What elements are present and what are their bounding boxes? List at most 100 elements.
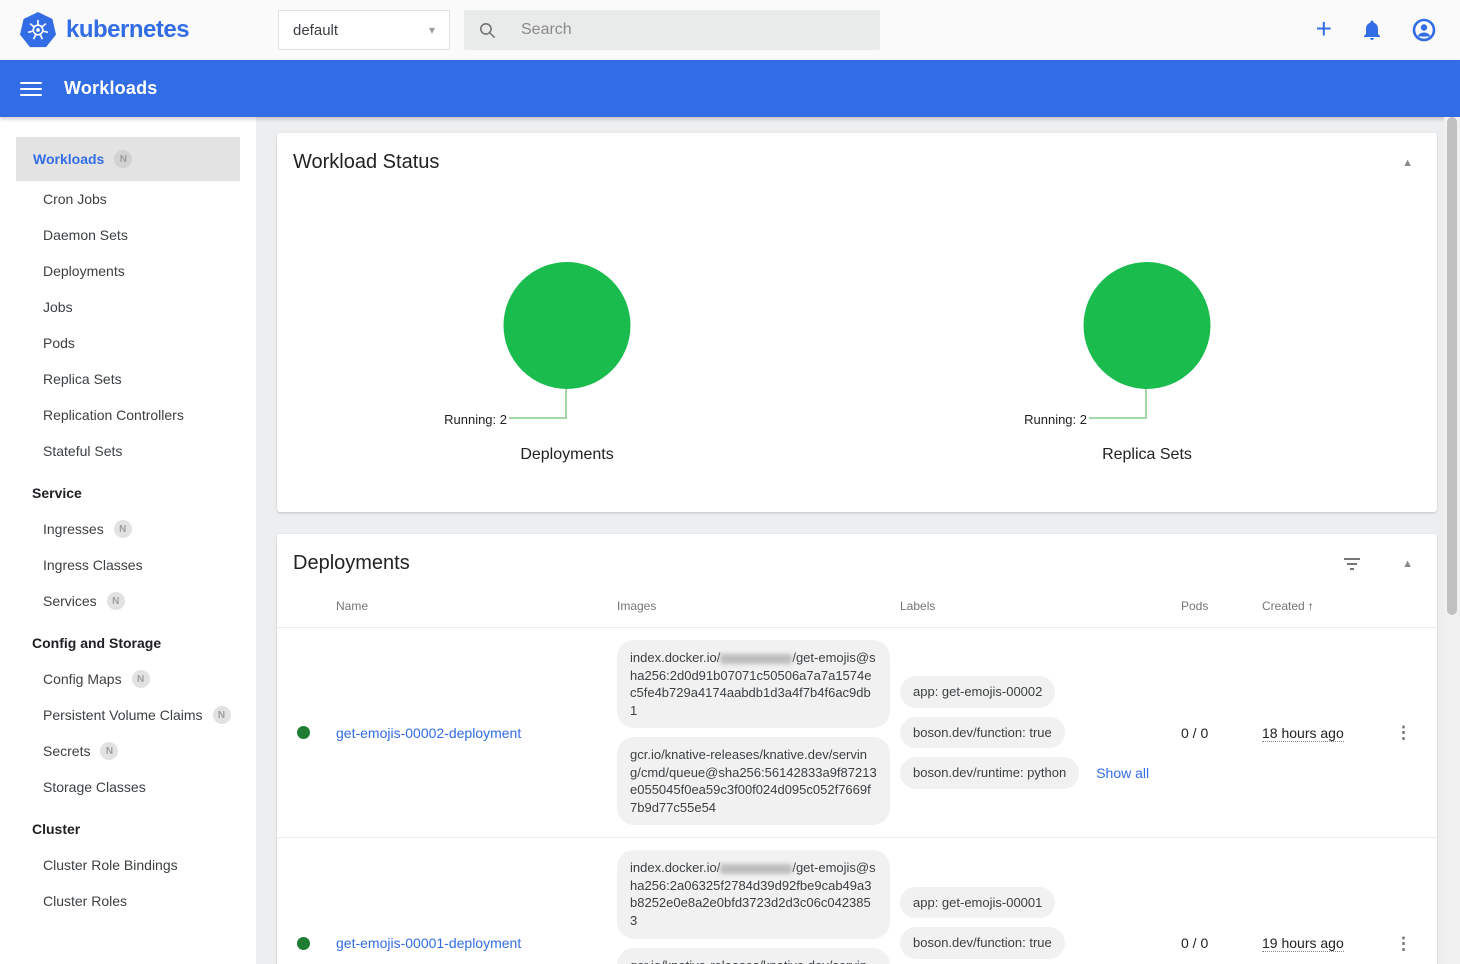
- sidebar-item-ingresses[interactable]: Ingresses N: [0, 511, 256, 547]
- created-cell: 19 hours ago: [1262, 935, 1395, 953]
- page-title: Workloads: [64, 78, 158, 98]
- image-chip: index.docker.io//get-emojis@sha256:2a063…: [617, 850, 890, 939]
- image-chip: gcr.io/knative-releases/knative.dev/serv…: [617, 737, 890, 826]
- sidebar-item-cluster-roles[interactable]: Cluster Roles: [43, 893, 128, 909]
- sidebar-item-deployments[interactable]: Deployments: [43, 263, 125, 279]
- created-value: 18 hours ago: [1262, 724, 1344, 742]
- scrollbar-track[interactable]: [1444, 117, 1460, 964]
- sidebar-section-cluster: Cluster: [32, 821, 81, 837]
- name-cell: get-emojis-00002-deployment: [336, 725, 617, 741]
- redacted-text: [720, 863, 793, 874]
- column-created[interactable]: Created ↑: [1262, 599, 1314, 613]
- kebab-menu-icon[interactable]: ⋮: [1395, 723, 1412, 743]
- created-cell: 18 hours ago: [1262, 724, 1395, 742]
- pods-cell: 0 / 0: [1181, 935, 1209, 952]
- search-box[interactable]: [464, 10, 880, 50]
- deployments-card: Deployments ▲ Name Images Labels Pods Cr…: [277, 534, 1437, 964]
- deployment-name-link[interactable]: get-emojis-00001-deployment: [336, 935, 522, 952]
- name-cell: get-emojis-00001-deployment: [336, 935, 617, 951]
- column-pods: Pods: [1181, 599, 1209, 613]
- collapse-arrow-icon[interactable]: ▲: [1402, 557, 1413, 570]
- pie-running-slice: [503, 262, 631, 389]
- sidebar-item-label: Workloads: [33, 151, 105, 167]
- sidebar-item-pods[interactable]: Pods: [43, 335, 75, 351]
- label-chip: boson.dev/runtime: python: [900, 757, 1080, 789]
- sidebar-item-stateful-sets[interactable]: Stateful Sets: [43, 443, 123, 459]
- new-badge: N: [106, 592, 125, 610]
- status-cell: [277, 936, 336, 950]
- filter-icon[interactable]: [1344, 557, 1361, 570]
- workload-status-charts: Running: 2 Deployments Running: 2 Replic…: [277, 184, 1437, 512]
- sidebar-item-storage-classes[interactable]: Storage Classes: [43, 779, 146, 795]
- sidebar-nav: Workloads N Cron Jobs Daemon Sets Deploy…: [0, 117, 256, 964]
- workload-status-card: Workload Status ▲ Running: 2 Deployments…: [277, 133, 1437, 512]
- pie-label-line: [509, 389, 567, 419]
- table-row: get-emojis-00001-deployment index.docker…: [277, 837, 1437, 964]
- labels-cell: app: get-emojis-00002 boson.dev/function…: [900, 676, 1181, 789]
- kubernetes-brand[interactable]: kubernetes: [20, 12, 256, 48]
- pie-running-slice: [1083, 262, 1211, 389]
- namespace-selector[interactable]: default ▾: [278, 10, 450, 50]
- images-cell: index.docker.io//get-emojis@sha256:2a063…: [617, 850, 900, 964]
- account-avatar-icon[interactable]: [1412, 18, 1436, 42]
- deployment-name-link[interactable]: get-emojis-00002-deployment: [336, 724, 522, 741]
- create-resource-plus-icon[interactable]: +: [1315, 12, 1332, 44]
- sidebar-item-daemon-sets[interactable]: Daemon Sets: [43, 227, 128, 243]
- sidebar-item-replica-sets[interactable]: Replica Sets: [43, 371, 122, 387]
- status-running-icon: [297, 936, 310, 950]
- chart-name: Deployments: [520, 446, 614, 463]
- namespace-value: default: [293, 21, 339, 39]
- scrollbar-thumb[interactable]: [1447, 117, 1457, 615]
- topbar-actions: +: [1315, 12, 1436, 44]
- new-badge: N: [113, 520, 132, 538]
- top-bar: kubernetes default ▾ +: [0, 0, 1460, 60]
- status-cell: [277, 726, 336, 740]
- brand-wordmark: kubernetes: [66, 16, 190, 43]
- pods-cell: 0 / 0: [1181, 724, 1209, 741]
- sidebar-item-jobs[interactable]: Jobs: [43, 299, 73, 315]
- sidebar-item-services[interactable]: Services N: [0, 583, 256, 619]
- images-cell: index.docker.io//get-emojis@sha256:2d0d9…: [617, 640, 900, 826]
- chevron-down-icon: ▾: [428, 23, 435, 37]
- card-title: Workload Status: [293, 151, 440, 173]
- sidebar-section-service: Service: [32, 485, 82, 501]
- sidebar-item-workloads[interactable]: Workloads N: [16, 137, 240, 181]
- label-chip: boson.dev/function: true: [900, 716, 1065, 749]
- column-images: Images: [617, 599, 657, 613]
- show-all-link[interactable]: Show all: [1096, 765, 1150, 782]
- chart-name: Replica Sets: [1102, 446, 1192, 463]
- sidebar-section-config-and-storage: Config and Storage: [32, 635, 162, 651]
- kebab-menu-icon[interactable]: ⋮: [1395, 933, 1412, 953]
- kubernetes-logo-icon: [20, 12, 56, 48]
- new-badge: N: [131, 670, 150, 688]
- sidebar-item-ingress-classes[interactable]: Ingress Classes: [43, 557, 143, 573]
- label-chip: app: get-emojis-00001: [900, 886, 1056, 919]
- table-row: get-emojis-00002-deployment index.docker…: [277, 627, 1437, 837]
- column-labels: Labels: [900, 599, 936, 613]
- deployments-pie-chart: Running: 2 Deployments: [277, 184, 857, 484]
- new-badge: N: [212, 706, 231, 724]
- sidebar-item-persistent-volume-claims[interactable]: Persistent Volume Claims N: [0, 697, 256, 733]
- sidebar-item-cron-jobs[interactable]: Cron Jobs: [43, 191, 107, 207]
- main-content: Workload Status ▲ Running: 2 Deployments…: [256, 117, 1460, 964]
- menu-cell: ⋮: [1395, 935, 1437, 952]
- created-value: 19 hours ago: [1262, 935, 1344, 953]
- sidebar-item-secrets[interactable]: Secrets N: [0, 733, 256, 769]
- search-input[interactable]: [521, 21, 866, 39]
- hamburger-menu-icon[interactable]: [20, 81, 42, 96]
- sidebar-item-cluster-role-bindings[interactable]: Cluster Role Bindings: [43, 857, 178, 873]
- image-chip: gcr.io/knative-releases/knative.dev/serv…: [617, 947, 890, 964]
- sidebar-item-config-maps[interactable]: Config Maps N: [0, 661, 256, 697]
- collapse-arrow-icon[interactable]: ▲: [1402, 156, 1413, 169]
- search-icon: [479, 22, 496, 38]
- label-chip: boson.dev/function: true: [900, 927, 1065, 959]
- sidebar-item-replication-controllers[interactable]: Replication Controllers: [43, 407, 184, 423]
- table-header-row: Name Images Labels Pods Created ↑: [277, 585, 1437, 627]
- redacted-text: [720, 653, 793, 664]
- sort-ascending-icon: ↑: [1307, 599, 1314, 613]
- card-title: Deployments: [293, 552, 410, 574]
- pie-running-label: Running: 2: [444, 412, 507, 427]
- image-chip: index.docker.io//get-emojis@sha256:2d0d9…: [617, 640, 890, 729]
- notifications-bell-icon[interactable]: [1360, 18, 1384, 42]
- pie-label-line: [1089, 389, 1147, 419]
